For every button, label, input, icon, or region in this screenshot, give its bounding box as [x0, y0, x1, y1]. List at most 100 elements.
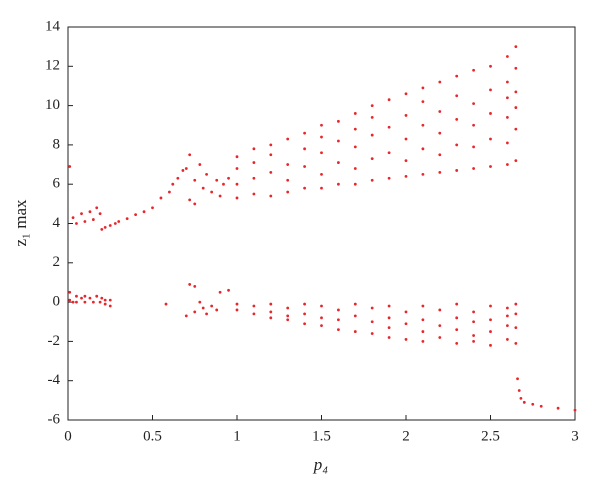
- point: [421, 100, 425, 104]
- point: [387, 151, 391, 155]
- point: [252, 192, 256, 196]
- point: [235, 302, 239, 306]
- point: [573, 408, 577, 412]
- point: [472, 123, 475, 127]
- y-tick-label: 4: [53, 215, 61, 231]
- point: [489, 137, 492, 141]
- point: [218, 290, 222, 294]
- point: [387, 336, 391, 339]
- point: [75, 222, 78, 225]
- point: [159, 196, 163, 200]
- point: [421, 318, 425, 322]
- point: [303, 302, 306, 306]
- point: [252, 161, 256, 164]
- point: [80, 296, 83, 300]
- point: [205, 312, 208, 316]
- point: [252, 312, 256, 316]
- point: [320, 316, 323, 320]
- point: [320, 324, 323, 328]
- point: [71, 216, 75, 220]
- y-tick-label: -4: [48, 372, 61, 388]
- point: [88, 296, 92, 300]
- point: [489, 88, 492, 92]
- point: [337, 308, 340, 312]
- point: [506, 80, 509, 84]
- point: [337, 328, 340, 332]
- point: [108, 224, 112, 227]
- point: [303, 186, 306, 190]
- y-tick-label: 0: [53, 294, 61, 310]
- point: [516, 377, 519, 381]
- x-tick-label: 2.5: [481, 428, 500, 444]
- point: [455, 302, 459, 306]
- point: [98, 300, 102, 304]
- point: [438, 80, 442, 84]
- point: [210, 190, 214, 194]
- point: [286, 314, 290, 318]
- point: [519, 396, 523, 400]
- point: [201, 186, 205, 190]
- point: [514, 326, 518, 330]
- point: [108, 304, 112, 308]
- point: [353, 112, 357, 115]
- point: [556, 406, 560, 410]
- point: [286, 137, 290, 141]
- point: [252, 304, 256, 308]
- point: [438, 171, 442, 174]
- point: [188, 283, 192, 286]
- point: [98, 212, 102, 216]
- point: [489, 64, 492, 68]
- point: [438, 324, 442, 328]
- point: [337, 139, 340, 143]
- point: [235, 182, 239, 186]
- point: [353, 127, 357, 131]
- point: [517, 389, 521, 392]
- point: [320, 304, 323, 308]
- point: [181, 169, 185, 172]
- point: [286, 190, 290, 194]
- point: [286, 306, 290, 310]
- point: [421, 172, 425, 176]
- y-tick-label: 6: [53, 176, 61, 192]
- point: [370, 157, 374, 161]
- point: [489, 318, 492, 322]
- point: [353, 182, 357, 186]
- point: [80, 212, 83, 216]
- point: [103, 226, 107, 229]
- point: [387, 98, 391, 102]
- point: [68, 298, 72, 302]
- point: [108, 298, 112, 302]
- point: [68, 290, 72, 294]
- point: [387, 125, 391, 129]
- point: [387, 316, 391, 320]
- point: [506, 324, 509, 328]
- point: [103, 298, 107, 302]
- point: [91, 218, 95, 221]
- point: [100, 227, 104, 231]
- point: [506, 141, 509, 145]
- point: [404, 159, 408, 163]
- point: [455, 328, 459, 332]
- point: [337, 318, 340, 322]
- point: [201, 306, 205, 310]
- point: [455, 341, 459, 345]
- point: [235, 308, 239, 312]
- point: [103, 302, 107, 306]
- point: [176, 176, 180, 180]
- point: [286, 178, 290, 182]
- point: [171, 182, 175, 186]
- point: [353, 167, 357, 170]
- point: [421, 304, 425, 308]
- point: [83, 300, 87, 304]
- point: [522, 400, 526, 404]
- point: [113, 222, 117, 225]
- point: [205, 172, 208, 176]
- point: [472, 145, 475, 149]
- point: [188, 153, 192, 157]
- point: [269, 194, 273, 198]
- point: [134, 213, 138, 217]
- point: [370, 320, 374, 324]
- point: [151, 206, 154, 210]
- point: [337, 161, 340, 164]
